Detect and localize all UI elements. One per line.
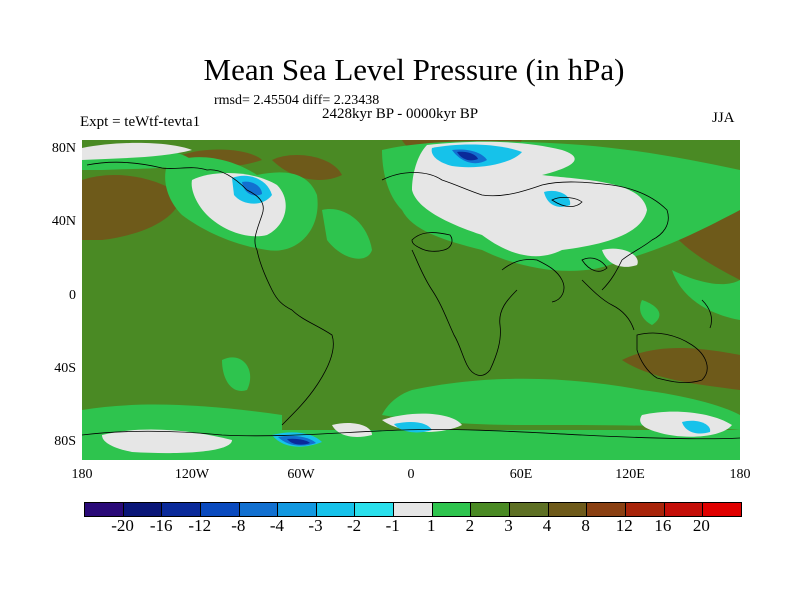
colorbar-label: -20 — [111, 516, 134, 535]
colorbar-label: -12 — [188, 516, 212, 535]
colorbar-label: 12 — [615, 516, 633, 535]
colorbar-swatch — [278, 503, 317, 516]
colorbar-label: -2 — [347, 516, 362, 535]
colorbar-label: -3 — [308, 516, 323, 535]
colorbar-swatch — [432, 503, 472, 516]
colorbar-swatch — [510, 503, 549, 516]
lat-label-40n: 40N — [51, 214, 76, 229]
colorbar-label: -16 — [149, 516, 173, 535]
colorbar-swatch — [123, 503, 163, 516]
colorbar-label: 4 — [542, 516, 552, 535]
colorbar-label: -4 — [269, 516, 285, 535]
colorbar-swatch — [587, 503, 626, 516]
colorbar-label: -8 — [231, 516, 246, 535]
experiment-label: Expt = teWtf-tevta1 — [80, 114, 201, 130]
colorbar-swatch — [664, 503, 704, 516]
lon-label-180w: 180 — [71, 467, 93, 482]
stats-text: rmsd= 2.45504 diff= 2.23438 — [214, 93, 380, 108]
lon-label-120w: 120W — [174, 467, 210, 482]
colorbar-swatch — [200, 503, 240, 516]
colorbar-swatch — [162, 503, 201, 516]
colorbar-swatch — [239, 503, 279, 516]
colorbar-label: 2 — [465, 516, 475, 535]
colorbar-swatch — [703, 503, 741, 516]
colorbar-label: 1 — [427, 516, 436, 535]
period-text: 2428kyr BP - 0000kyr BP — [322, 106, 479, 122]
colorbar-label: 8 — [581, 516, 590, 535]
lat-label-80s: 80S — [54, 434, 76, 449]
lon-label-0: 0 — [407, 467, 415, 482]
colorbar-label: 20 — [692, 516, 710, 535]
colorbar-swatch — [355, 503, 395, 516]
lon-label-60e: 60E — [509, 467, 533, 482]
season-label: JJA — [712, 110, 735, 126]
colorbar-swatch — [471, 503, 511, 516]
colorbar-swatch — [316, 503, 356, 516]
lon-label-180e: 180 — [729, 467, 751, 482]
map-canvas — [82, 140, 740, 460]
lat-label-80n: 80N — [51, 141, 76, 156]
dark-blue-anomaly-regions — [287, 151, 478, 445]
colorbar-label: 3 — [504, 516, 513, 535]
lon-label-120e: 120E — [615, 467, 645, 482]
colorbar — [84, 502, 742, 517]
colorbar-swatch — [548, 503, 588, 516]
colorbar-label: 16 — [654, 516, 672, 535]
colorbar-label: -1 — [385, 516, 400, 535]
lat-label-0: 0 — [69, 288, 76, 303]
colorbar-swatch — [85, 503, 124, 516]
colorbar-swatch — [394, 503, 433, 516]
plot-title: Mean Sea Level Pressure (in hPa) — [203, 52, 625, 87]
lat-label-40s: 40S — [54, 361, 76, 376]
colorbar-swatch — [625, 503, 665, 516]
coastlines — [82, 161, 740, 440]
lon-label-60w: 60W — [287, 467, 315, 482]
